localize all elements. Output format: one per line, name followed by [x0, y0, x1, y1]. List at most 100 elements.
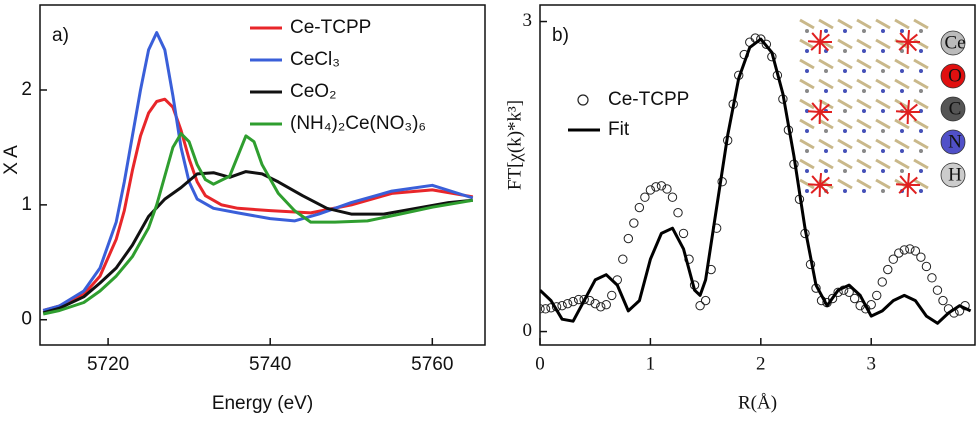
framework-link [799, 158, 815, 170]
data-point [872, 290, 882, 301]
data-point [662, 184, 672, 194]
metal-node [819, 33, 830, 43]
metal-node [807, 183, 821, 186]
framework-link [837, 18, 853, 30]
metal-node [819, 111, 830, 122]
data-point [667, 192, 678, 202]
x-axis-label: R(Å) [738, 392, 777, 413]
x-tick-label: 5760 [411, 354, 453, 375]
data-point [888, 254, 898, 264]
framework-atom [919, 149, 923, 153]
framework-atom [805, 129, 809, 133]
framework-link [799, 58, 815, 70]
plot-frame [39, 4, 486, 346]
framework-atom [805, 89, 809, 93]
atom-key-label: C [949, 98, 962, 119]
framework-atom [805, 149, 809, 153]
framework-link [913, 138, 929, 150]
framework-link [799, 38, 815, 50]
metal-node [819, 172, 823, 186]
framework-link [875, 138, 891, 150]
panel-label: b) [552, 25, 569, 46]
framework-link [856, 118, 872, 130]
framework-link [913, 178, 929, 190]
framework-link [818, 58, 834, 70]
framework-link [875, 118, 891, 130]
metal-node [811, 32, 821, 43]
framework-atom [881, 49, 885, 53]
framework-link [875, 178, 891, 190]
data-point [573, 294, 584, 305]
framework-atom [843, 89, 847, 93]
framework-atom [919, 69, 923, 73]
atom-key-label: Ce [944, 32, 965, 53]
framework-atom [824, 129, 828, 133]
framework-link [818, 138, 834, 150]
framework-atom [900, 29, 904, 33]
framework-atom [862, 189, 866, 193]
data-point [921, 261, 932, 272]
metal-node [895, 110, 909, 113]
framework-atom [862, 49, 866, 53]
metal-node [807, 110, 821, 113]
y-tick-label: 3 [523, 10, 533, 31]
framework-link [837, 78, 853, 90]
inset-structure [799, 18, 929, 198]
framework-atom [843, 189, 847, 193]
metal-node [899, 102, 909, 113]
y-axis-label: X A [1, 145, 22, 175]
metal-node [899, 175, 909, 186]
framework-link [856, 158, 872, 170]
data-point [916, 252, 926, 262]
x-tick-label: 2 [756, 353, 766, 374]
atom-key [940, 129, 966, 155]
y-tick-label: 0 [21, 309, 32, 330]
x-tick-label: 1 [646, 353, 656, 374]
atom-key [940, 63, 966, 89]
metal-node [899, 32, 909, 43]
data-point [905, 244, 915, 254]
framework-atom [900, 149, 904, 153]
framework-link [837, 38, 853, 50]
framework-link [837, 98, 853, 110]
metal-node [898, 41, 909, 51]
data-point [695, 301, 705, 311]
metal-node [811, 102, 821, 113]
framework-atom [805, 189, 809, 193]
framework-link [818, 18, 834, 30]
series-line [42, 31, 474, 312]
framework-link [856, 78, 872, 90]
data-point [557, 301, 567, 311]
framework-link [799, 178, 815, 190]
data-point [656, 181, 667, 191]
metal-node [810, 184, 821, 194]
y-tick-label: 1 [21, 194, 32, 215]
framework-atom [881, 189, 885, 193]
data-point [601, 299, 611, 310]
framework-link [818, 78, 834, 90]
metal-node [810, 111, 821, 121]
data-point [645, 185, 656, 195]
data-point [596, 302, 606, 312]
framework-link [856, 38, 872, 50]
framework-atom [862, 109, 866, 113]
framework-link [837, 118, 853, 130]
framework-link [856, 18, 872, 30]
framework-atom [919, 169, 923, 173]
series-line [42, 170, 473, 315]
framework-atom [881, 169, 885, 173]
framework-atom [919, 29, 923, 33]
data-point [866, 299, 876, 310]
framework-atom [843, 109, 847, 113]
legend-label: Fit [608, 119, 630, 140]
data-point [899, 245, 910, 255]
framework-link [894, 118, 910, 130]
framework-atom [843, 169, 847, 173]
metal-node [907, 184, 918, 195]
framework-link [875, 98, 891, 110]
framework-atom [881, 69, 885, 73]
data-point [607, 290, 617, 301]
framework-atom [805, 169, 809, 173]
framework-atom [881, 129, 885, 133]
